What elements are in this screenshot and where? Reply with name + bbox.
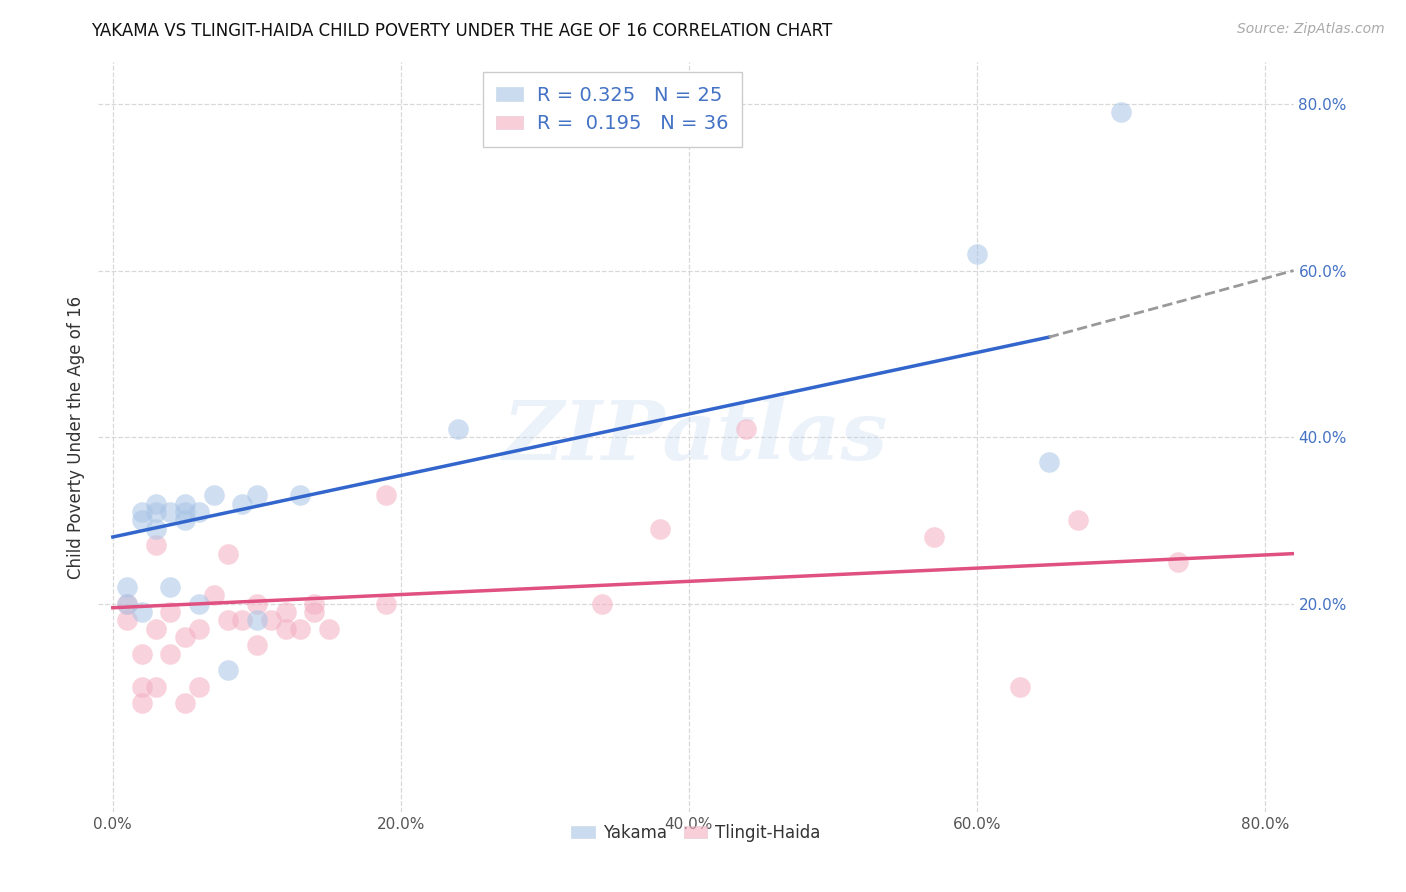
Point: [115, 613, 138, 627]
Point: [304, 605, 326, 619]
Point: [173, 697, 195, 711]
Point: [447, 422, 470, 436]
Point: [115, 597, 138, 611]
Point: [202, 588, 225, 602]
Text: YAKAMA VS TLINGIT-HAIDA CHILD POVERTY UNDER THE AGE OF 16 CORRELATION CHART: YAKAMA VS TLINGIT-HAIDA CHILD POVERTY UN…: [91, 22, 832, 40]
Point: [246, 488, 269, 502]
Point: [735, 422, 758, 436]
Point: [274, 622, 297, 636]
Point: [246, 613, 269, 627]
Point: [217, 547, 239, 561]
Point: [145, 522, 167, 536]
Point: [288, 488, 311, 502]
Point: [145, 680, 167, 694]
Point: [922, 530, 945, 544]
Point: [274, 605, 297, 619]
Point: [173, 630, 195, 644]
Point: [1109, 105, 1132, 120]
Point: [145, 505, 167, 519]
Point: [318, 622, 340, 636]
Point: [188, 680, 211, 694]
Point: [159, 505, 181, 519]
Point: [131, 697, 153, 711]
Point: [966, 247, 988, 261]
Point: [173, 497, 195, 511]
Point: [131, 513, 153, 527]
Point: [188, 597, 211, 611]
Point: [131, 605, 153, 619]
Point: [231, 497, 253, 511]
Legend: Yakama, Tlingit-Haida: Yakama, Tlingit-Haida: [565, 817, 827, 848]
Text: ZIPatlas: ZIPatlas: [503, 397, 889, 477]
Text: Source: ZipAtlas.com: Source: ZipAtlas.com: [1237, 22, 1385, 37]
Point: [1167, 555, 1189, 569]
Point: [288, 622, 311, 636]
Y-axis label: Child Poverty Under the Age of 16: Child Poverty Under the Age of 16: [66, 295, 84, 579]
Point: [1066, 513, 1088, 527]
Point: [115, 580, 138, 594]
Point: [648, 522, 671, 536]
Point: [1008, 680, 1031, 694]
Point: [131, 647, 153, 661]
Point: [591, 597, 613, 611]
Point: [304, 597, 326, 611]
Point: [1038, 455, 1060, 469]
Point: [246, 597, 269, 611]
Point: [217, 663, 239, 677]
Point: [375, 597, 398, 611]
Point: [159, 580, 181, 594]
Point: [145, 538, 167, 552]
Point: [131, 505, 153, 519]
Point: [159, 605, 181, 619]
Point: [159, 647, 181, 661]
Point: [173, 505, 195, 519]
Point: [217, 613, 239, 627]
Point: [188, 505, 211, 519]
Point: [131, 680, 153, 694]
Point: [145, 622, 167, 636]
Point: [145, 497, 167, 511]
Point: [260, 613, 283, 627]
Point: [246, 638, 269, 652]
Point: [202, 488, 225, 502]
Point: [173, 513, 195, 527]
Point: [231, 613, 253, 627]
Point: [188, 622, 211, 636]
Point: [115, 597, 138, 611]
Point: [375, 488, 398, 502]
